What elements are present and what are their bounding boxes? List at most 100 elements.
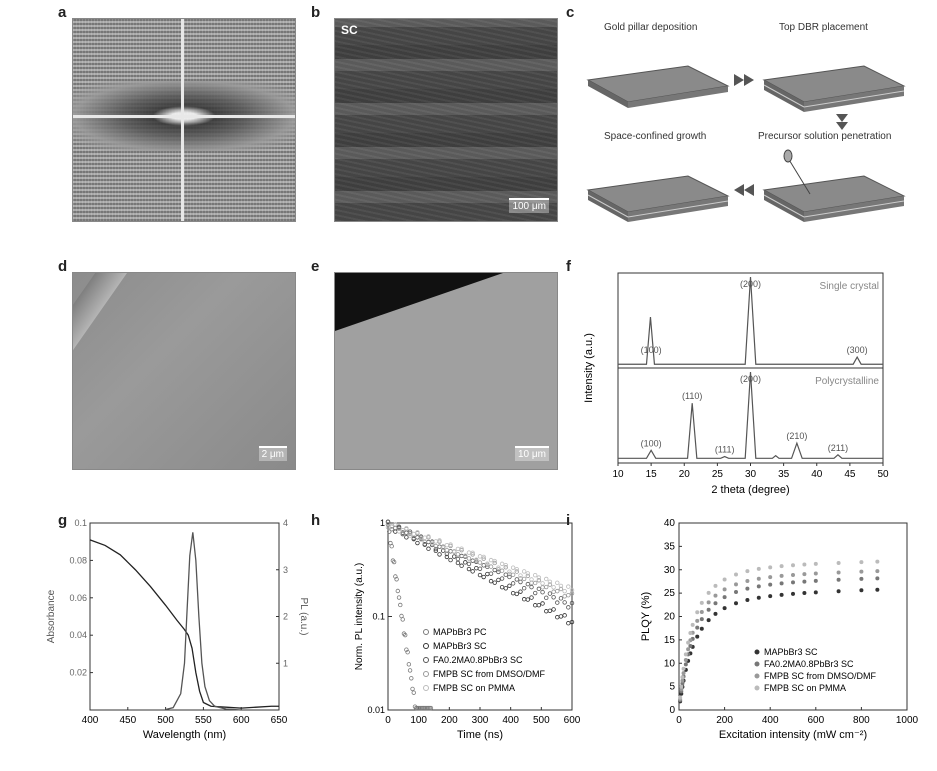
chart-i-point [695,626,699,630]
chart-f-xtick-label: 50 [877,469,889,480]
chart-f-xrd: Single crystal(100)(200)(300)Polycrystal… [578,265,898,505]
chart-h-xtick-label: 500 [533,715,550,726]
chart-f-xtick-label: 15 [646,469,658,480]
schematic-drawing [578,18,923,228]
chart-h-point [526,598,530,602]
chart-i-point [734,601,738,605]
chart-i-point [757,567,761,571]
chart-h-point [563,594,567,598]
chart-h-legend-label: FA0.2MA0.8PbBr3 SC [433,655,523,665]
chart-h-point [445,548,449,552]
panel-letter-f: f [566,258,571,275]
chart-i-point [707,600,711,604]
chart-h-point [449,558,453,562]
chart-i-point [682,667,686,671]
chart-h-point [456,547,460,551]
chart-h-legend-marker [424,658,429,663]
arrow-down-icon [836,114,848,130]
chart-h-point [456,552,460,556]
chart-i-point [791,563,795,567]
chart-h-point [533,603,537,607]
chart-i-ytick-label: 25 [664,588,676,599]
chart-i-ytick-label: 35 [664,541,676,552]
chart-h-point [408,669,412,673]
chart-h-point [423,536,427,540]
chart-h-point [489,572,493,576]
image-b-label: SC [341,23,358,37]
chart-h-point [478,555,482,559]
panel-letter-b: b [311,4,320,21]
chart-i-point [713,612,717,616]
chart-h-point [396,589,400,593]
chart-i-point [734,582,738,586]
chart-h-point [511,566,515,570]
chart-g-ytick-label: 0.08 [69,555,87,565]
chart-h-point [544,577,548,581]
chart-h-point [548,592,552,596]
chart-h-point [467,562,471,566]
chart-i-point [875,576,879,580]
chart-h-point [410,676,414,680]
chart-h-point [548,609,552,613]
chart-h-series [386,523,433,710]
chart-h-point [398,603,402,607]
chart-i-legend-marker [755,686,760,691]
chart-g-ytick-label: 0.1 [74,518,87,528]
chart-h-point [522,586,526,590]
chart-i-legend-label: FA0.2MA0.8PbBr3 SC [764,659,854,669]
chart-i-point [768,565,772,569]
chart-i-point [686,641,690,645]
chart-i-point [745,598,749,602]
arrow-right-icon [734,74,754,86]
chart-f-xtick-label: 10 [612,469,624,480]
chart-h-point [489,558,493,562]
chart-i-point [859,560,863,564]
image-d-scale-bar: 2 μm [259,446,287,461]
chart-i-point [802,591,806,595]
chart-i-point [734,572,738,576]
chart-h-point [449,550,453,554]
chart-i-ytick-label: 40 [664,518,676,529]
chart-h-point [519,590,523,594]
chart-i-ylabel: PLQY (%) [640,592,652,641]
chart-i-xtick-label: 0 [676,715,682,726]
chart-h-point [416,536,420,540]
chart-h-point [438,553,442,557]
chart-h-point [405,531,409,535]
chart-h-point [567,606,571,610]
chart-f-xtick-label: 40 [811,469,823,480]
chart-h-point [530,596,534,600]
chart-g-ylabel: Absorbance [46,589,57,643]
chart-f-xtick-label: 25 [712,469,724,480]
chart-i-point [814,590,818,594]
chart-i-point [814,572,818,576]
chart-i-point [791,573,795,577]
chart-i-point [780,574,784,578]
chart-g-ytick-label: 0.06 [69,593,87,603]
chart-h-point [452,555,456,559]
chart-h-point [511,582,515,586]
image-a-pillar-pattern [72,18,296,222]
chart-h-series [386,522,574,598]
chart-i-point [691,623,695,627]
image-e-scale-bar: 10 μm [515,446,549,461]
chart-i-point [686,647,690,651]
chart-h-point [515,592,519,596]
chart-f-peak-label: (111) [715,445,735,455]
chart-i-point [695,635,699,639]
chart-h-point [463,561,467,565]
chart-i-point [768,594,772,598]
chart-h-point [544,585,548,589]
chart-h-legend-marker [424,630,429,635]
chart-i-point [707,591,711,595]
chart-h-point [478,561,482,565]
chart-i-point [859,570,863,574]
chart-g-xlabel: Wavelength (nm) [143,729,226,741]
slab-step1 [588,66,728,108]
slab-step4 [764,150,904,222]
chart-h-point [412,532,416,536]
chart-i-point [700,601,704,605]
chart-h-point [522,597,526,601]
chart-i-ytick-label: 30 [664,565,676,576]
chart-h-point [489,565,493,569]
